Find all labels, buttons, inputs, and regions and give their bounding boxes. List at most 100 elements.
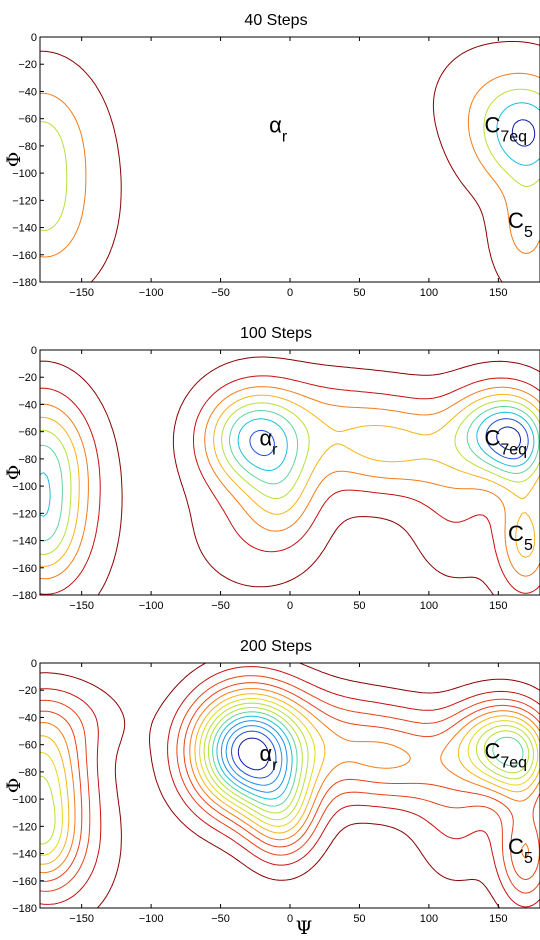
x-tick-label: 100: [420, 287, 438, 299]
basin-label: C5: [508, 834, 533, 867]
y-tick-label: −100: [12, 794, 37, 806]
x-tick-label: −100: [139, 600, 164, 612]
contour-level-5: [40, 400, 540, 555]
y-tick-label: −60: [18, 114, 37, 126]
x-tick-label: −150: [69, 600, 94, 612]
y-tick-label: −80: [18, 141, 37, 153]
basin-label: C5: [508, 208, 533, 241]
y-tick-label: −20: [18, 59, 37, 71]
contour-level-2: [40, 72, 540, 258]
basin-label: αr: [259, 741, 278, 774]
x-tick-label: −150: [69, 913, 94, 925]
contour-level-13: [225, 725, 283, 786]
y-tick-label: −80: [18, 454, 37, 466]
y-tick-label: −20: [18, 685, 37, 697]
basin-label: C7eq: [484, 112, 527, 145]
y-tick-label: 0: [31, 32, 37, 44]
contour-level-5: [511, 119, 536, 147]
annotations: αr C7eq C5: [259, 425, 533, 553]
x-tick-label: −50: [211, 600, 230, 612]
x-tick-label: −100: [139, 287, 164, 299]
y-tick-label: −60: [18, 740, 37, 752]
basin-label: αr: [269, 112, 288, 145]
y-tick-label: −140: [12, 849, 37, 861]
x-tick-label: −100: [139, 913, 164, 925]
contour-level-6: [40, 693, 540, 865]
y-tick-label: −20: [18, 372, 37, 384]
x-tick-label: −50: [211, 913, 230, 925]
contour-level-7: [40, 411, 535, 517]
annotations: αr C7eq C5: [269, 112, 533, 240]
contour-level-4: [40, 393, 540, 567]
contour-level-9: [496, 426, 521, 451]
y-tick-label: −180: [12, 277, 37, 289]
y-tick-label: −140: [12, 536, 37, 548]
x-tick-label: −50: [211, 287, 230, 299]
x-tick-label: 50: [353, 600, 365, 612]
x-tick-label: 150: [489, 913, 507, 925]
panel-title: 100 Steps: [240, 325, 312, 342]
x-axis-label: Ψ: [296, 917, 313, 939]
y-tick-label: −180: [12, 903, 37, 915]
contour-level-3: [40, 386, 540, 580]
contour-level-4: [496, 102, 540, 166]
x-tick-label: 0: [287, 287, 293, 299]
y-axis-label: Φ: [3, 152, 25, 168]
basin-label: C5: [508, 521, 533, 554]
contour-level-15: [237, 737, 270, 771]
panel-2: 100 Steps −150 −100 −50 0 50 100 150 0 −20 −40 −60 −…: [3, 325, 540, 612]
y-tick-label: −60: [18, 427, 37, 439]
y-tick-label: −120: [12, 821, 37, 833]
basin-label: C7eq: [484, 738, 527, 771]
contour-lines: [40, 41, 540, 282]
contour-level-2: [40, 666, 540, 908]
panel-title: 200 Steps: [240, 638, 312, 655]
contour-level-14: [231, 730, 277, 779]
y-tick-label: −120: [12, 195, 37, 207]
basin-label: C7eq: [484, 425, 527, 458]
y-tick-label: 0: [31, 658, 37, 670]
contour-level-10: [212, 711, 524, 807]
panel-1: 40 Steps −150 −100 −50 0 50 100 150 0 −20 −40 −60 −8…: [3, 12, 540, 299]
y-axis-label: Φ: [3, 465, 25, 481]
y-tick-label: 0: [31, 345, 37, 357]
contour-level-1: [40, 41, 540, 282]
y-tick-label: −140: [12, 223, 37, 235]
y-tick-label: −40: [18, 86, 37, 98]
contour-level-8: [40, 702, 534, 845]
contour-lines: [40, 663, 540, 908]
y-tick-label: −160: [12, 563, 37, 575]
axes-box: [39, 36, 540, 283]
contour-level-5: [40, 688, 540, 874]
y-tick-label: −80: [18, 767, 37, 779]
x-tick-label: −150: [69, 287, 94, 299]
contour-level-1: [40, 663, 540, 908]
y-tick-label: −120: [12, 508, 37, 520]
panel-title: 40 Steps: [244, 12, 307, 29]
y-tick-label: −40: [18, 399, 37, 411]
x-tick-label: 50: [353, 287, 365, 299]
contour-level-2: [40, 375, 540, 595]
x-tick-label: 150: [489, 600, 507, 612]
x-tick-label: 0: [287, 913, 293, 925]
contour-level-12: [220, 720, 288, 793]
y-tick-label: −180: [12, 590, 37, 602]
y-tick-label: −160: [12, 250, 37, 262]
contour-level-7: [40, 698, 539, 856]
contour-lines: [40, 356, 540, 595]
y-axis-label: Φ: [3, 778, 25, 794]
y-tick-label: −160: [12, 876, 37, 888]
contour-level-9: [207, 707, 530, 814]
x-tick-label: 50: [353, 913, 365, 925]
y-tick-label: −40: [18, 712, 37, 724]
annotations: αr C7eq C5: [259, 738, 533, 866]
x-tick-label: 0: [287, 600, 293, 612]
contour-level-8: [249, 418, 529, 460]
contour-level-1: [40, 356, 540, 595]
x-tick-label: 100: [420, 600, 438, 612]
x-tick-label: 100: [420, 913, 438, 925]
y-tick-label: −100: [12, 481, 37, 493]
y-tick-label: −100: [12, 168, 37, 180]
panel-3: 200 Steps −150 −100 −50 0 50 100 150 0 −20 −40 −60 −…: [3, 638, 540, 925]
